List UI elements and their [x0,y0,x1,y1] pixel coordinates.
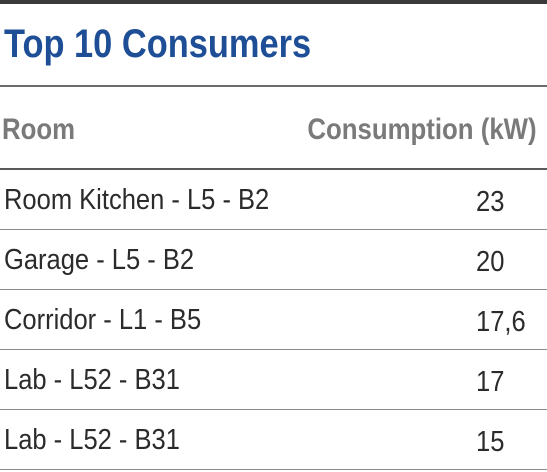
room-cell: Room Kitchen - L5 - B2 [4,184,270,216]
consumption-cell: 23 [476,186,505,218]
table-row: Room Kitchen - L5 - B2 23 [0,170,547,230]
room-cell: Lab - L52 - B31 [4,424,180,456]
top-divider [0,0,547,4]
room-cell: Lab - L52 - B31 [4,364,180,396]
consumers-table: Room Kitchen - L5 - B2 23 Garage - L5 - … [0,170,547,470]
table-row: Garage - L5 - B2 20 [0,230,547,290]
room-cell: Corridor - L1 - B5 [4,304,202,336]
title-divider [0,85,547,87]
table-row: Corridor - L1 - B5 17,6 [0,290,547,350]
consumption-cell: 15 [476,426,505,458]
table-header: Room Consumption (kW) [0,95,547,167]
header-divider [0,168,547,170]
column-header-consumption: Consumption (kW) [307,113,537,146]
column-header-room: Room [2,113,76,146]
consumption-cell: 17,6 [476,306,526,338]
consumption-cell: 20 [476,246,505,278]
table-row: Lab - L52 - B31 17 [0,350,547,410]
table-row: Lab - L52 - B31 15 [0,410,547,470]
widget-title: Top 10 Consumers [4,22,312,66]
room-cell: Garage - L5 - B2 [4,244,195,276]
consumption-cell: 17 [476,366,505,398]
